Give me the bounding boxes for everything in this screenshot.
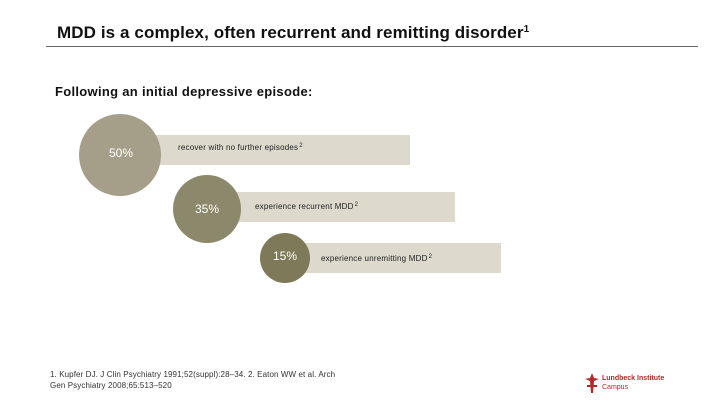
- outcome-ref-recover: 2: [299, 143, 303, 149]
- outcome-percent-recurrent: 35%: [194, 202, 220, 216]
- outcome-ref-unremitting: 2: [428, 254, 433, 260]
- outcome-bar-recover: [130, 135, 410, 165]
- outcome-circle-unremitting: 15%: [260, 233, 310, 283]
- outcome-bar-unremitting: [285, 243, 501, 273]
- slide-title: MDD is a complex, often recurrent and re…: [57, 23, 529, 43]
- footnote-line-2: Gen Psychiatry 2008;65:513–520: [50, 381, 172, 390]
- outcome-label-unremitting-text: experience unremitting MDD: [321, 254, 428, 263]
- outcome-label-unremitting: experience unremitting MDD2: [321, 254, 432, 263]
- outcome-circle-recover: 50%: [79, 114, 161, 196]
- outcome-percent-recover: 50%: [108, 146, 134, 160]
- outcome-label-recover: recover with no further episodes2: [178, 143, 303, 152]
- outcome-circle-recurrent: 35%: [173, 175, 241, 243]
- logo-campus: Campus: [602, 384, 629, 391]
- footnote: 1. Kupfer DJ. J Clin Psychiatry 1991;52(…: [50, 369, 380, 391]
- outcome-label-recover-text: recover with no further episodes: [178, 143, 299, 152]
- outcome-bar-recurrent: [206, 192, 455, 222]
- title-reference: 1: [523, 24, 530, 35]
- footnote-line-1: 1. Kupfer DJ. J Clin Psychiatry 1991;52(…: [50, 370, 336, 379]
- title-divider: [46, 46, 698, 47]
- outcome-label-recurrent: experience recurrent MDD2: [255, 202, 358, 211]
- slide-title-text: MDD is a complex, often recurrent and re…: [57, 23, 524, 42]
- outcome-label-recurrent-text: experience recurrent MDD: [255, 202, 354, 211]
- logo-text: Lundbeck Institute Campus: [602, 374, 664, 392]
- outcome-ref-recurrent: 2: [354, 202, 359, 208]
- lundbeck-cross-icon: [585, 373, 599, 393]
- slide-subtitle: Following an initial depressive episode:: [55, 84, 313, 99]
- outcome-percent-unremitting: 15%: [272, 249, 298, 263]
- logo-name: Lundbeck Institute: [602, 375, 665, 382]
